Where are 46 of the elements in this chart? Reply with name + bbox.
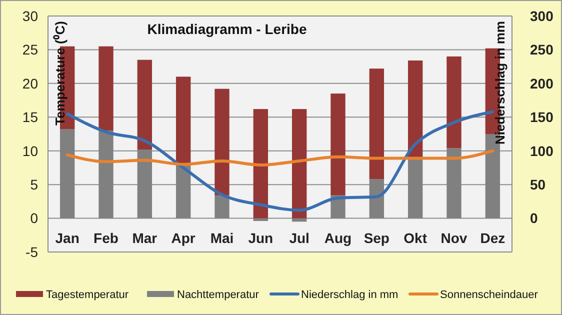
chart-title: Klimadiagramm - Leribe	[147, 21, 307, 37]
bar	[98, 46, 114, 131]
x-tick-label: Apr	[171, 230, 196, 246]
bar	[137, 60, 152, 150]
y-tick-label: 30	[22, 8, 38, 24]
y2-tick-label: 300	[530, 8, 554, 24]
line-series	[66, 110, 494, 212]
x-tick-label: Jan	[55, 230, 80, 246]
y-tick-label: -5	[26, 244, 38, 260]
bar	[176, 76, 191, 166]
x-tick-label: Mar	[132, 230, 158, 246]
line-series	[66, 149, 494, 167]
y2-tick-label: 100	[530, 142, 554, 159]
x-tick-label: Feb	[94, 230, 118, 246]
y2-tick-label: 50	[530, 176, 546, 192]
y2-tick-label: 0	[530, 210, 538, 226]
legend-label: Tagestemperatur	[46, 288, 129, 301]
x-tick-label: Nov	[440, 230, 468, 246]
bar	[408, 60, 423, 158]
y2-tick-label: 150	[530, 109, 554, 126]
y-tick-label: 5	[30, 176, 38, 192]
y2-axis-title: Niederschlag in mm	[492, 21, 508, 145]
legend-label: Nachttemperatur	[177, 288, 260, 301]
y2-tick-label: 200	[530, 75, 554, 92]
bar	[253, 109, 268, 218]
y-tick-label: 20	[22, 75, 38, 92]
x-tick-label: Jun	[248, 230, 274, 246]
y-tick-label: 15	[22, 109, 38, 126]
legend-label: Niederschlag in mm	[301, 288, 398, 301]
bar	[330, 94, 346, 196]
y-tick-label: 10	[22, 142, 38, 159]
x-tick-label: Okt	[404, 230, 428, 246]
y-tick-label: 25	[22, 42, 38, 58]
bar	[292, 109, 307, 218]
x-tick-label: Jul	[289, 230, 310, 246]
y-tick-label: 0	[30, 210, 38, 226]
bar	[446, 56, 462, 148]
x-tick-label: Aug	[324, 230, 352, 246]
x-tick-label: Sep	[364, 230, 390, 246]
bar	[369, 68, 384, 180]
x-tick-label: Dez	[480, 230, 506, 246]
bar	[214, 88, 230, 196]
y-axis-title: Temperature (⁰C)	[52, 21, 68, 126]
legend-label: Sonnenscheindauer	[440, 288, 538, 301]
x-tick-label: Mai	[210, 230, 234, 246]
y2-tick-label: 250	[530, 42, 554, 58]
